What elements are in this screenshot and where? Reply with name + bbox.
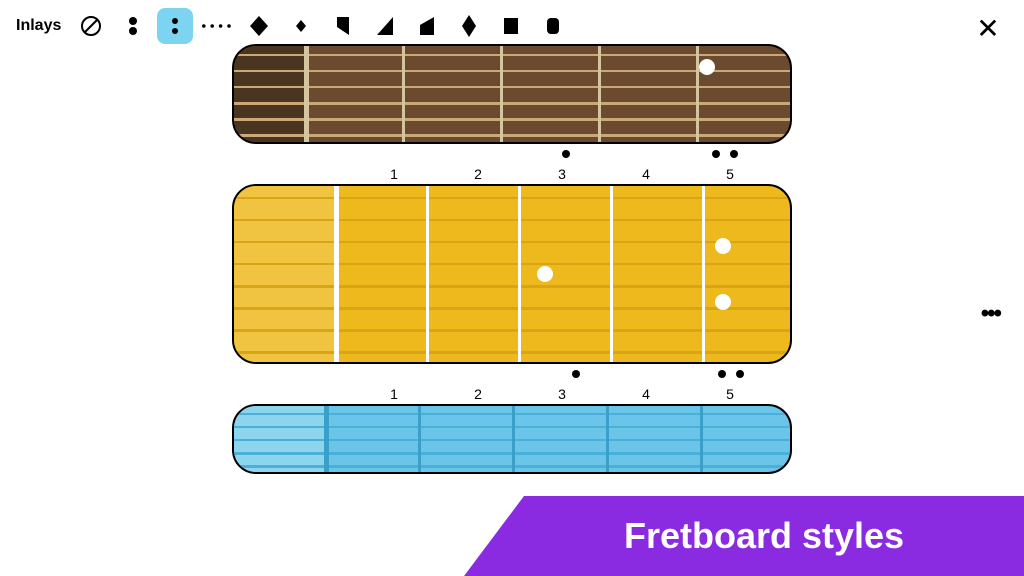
promo-banner: Fretboard styles (464, 496, 1024, 576)
fret-number: 3 (558, 166, 566, 182)
fret-number: 4 (642, 386, 650, 402)
flag-option[interactable] (325, 8, 361, 44)
fret-number: 1 (390, 386, 398, 402)
close-icon: ✕ (976, 12, 999, 45)
fretboard-list: 1 2 3 4 5 1 2 3 4 5 (0, 52, 1024, 474)
none-option[interactable] (73, 8, 109, 44)
double-dot-large-option[interactable] (115, 8, 151, 44)
fret-numbers: 1 2 3 4 5 (352, 166, 772, 182)
toolbar-label: Inlays (16, 17, 61, 35)
fretboard-yellow[interactable] (232, 184, 792, 364)
square-option[interactable] (493, 8, 529, 44)
fretboard-brown[interactable] (232, 44, 792, 144)
fret-marker-dot (718, 370, 726, 378)
more-icon: ••• (981, 300, 1000, 327)
fret-number: 5 (726, 386, 734, 402)
block-option[interactable] (535, 8, 571, 44)
diamond-large-option[interactable] (241, 8, 277, 44)
fret-number: 1 (390, 166, 398, 182)
triangle-option[interactable] (367, 8, 403, 44)
fret-marker-dot (730, 150, 738, 158)
fret-marker-dot (712, 150, 720, 158)
fret-number: 4 (642, 166, 650, 182)
banner-text: Fretboard styles (624, 515, 904, 557)
more-button[interactable]: ••• (981, 300, 1000, 328)
fretboard-blue-wrap: 12345 (232, 404, 792, 474)
fret-marker-dot (572, 370, 580, 378)
fretboard-yellow-wrap: 12345 (232, 184, 792, 364)
fret-number: 5 (726, 166, 734, 182)
double-dot-option[interactable] (157, 8, 193, 44)
fret-numbers: 1 2 3 4 5 (352, 386, 772, 402)
fret-marker-dot (736, 370, 744, 378)
fret-number: 2 (474, 166, 482, 182)
sharkfin-option[interactable] (409, 8, 445, 44)
diamond-tall-option[interactable] (451, 8, 487, 44)
dots-row-option[interactable] (199, 8, 235, 44)
diamond-small-option[interactable] (283, 8, 319, 44)
close-button[interactable]: ✕ (972, 12, 1004, 44)
fret-marker-dot (562, 150, 570, 158)
fretboard-brown-wrap (232, 44, 792, 144)
fret-number: 2 (474, 386, 482, 402)
fretboard-blue[interactable] (232, 404, 792, 474)
fret-number: 3 (558, 386, 566, 402)
